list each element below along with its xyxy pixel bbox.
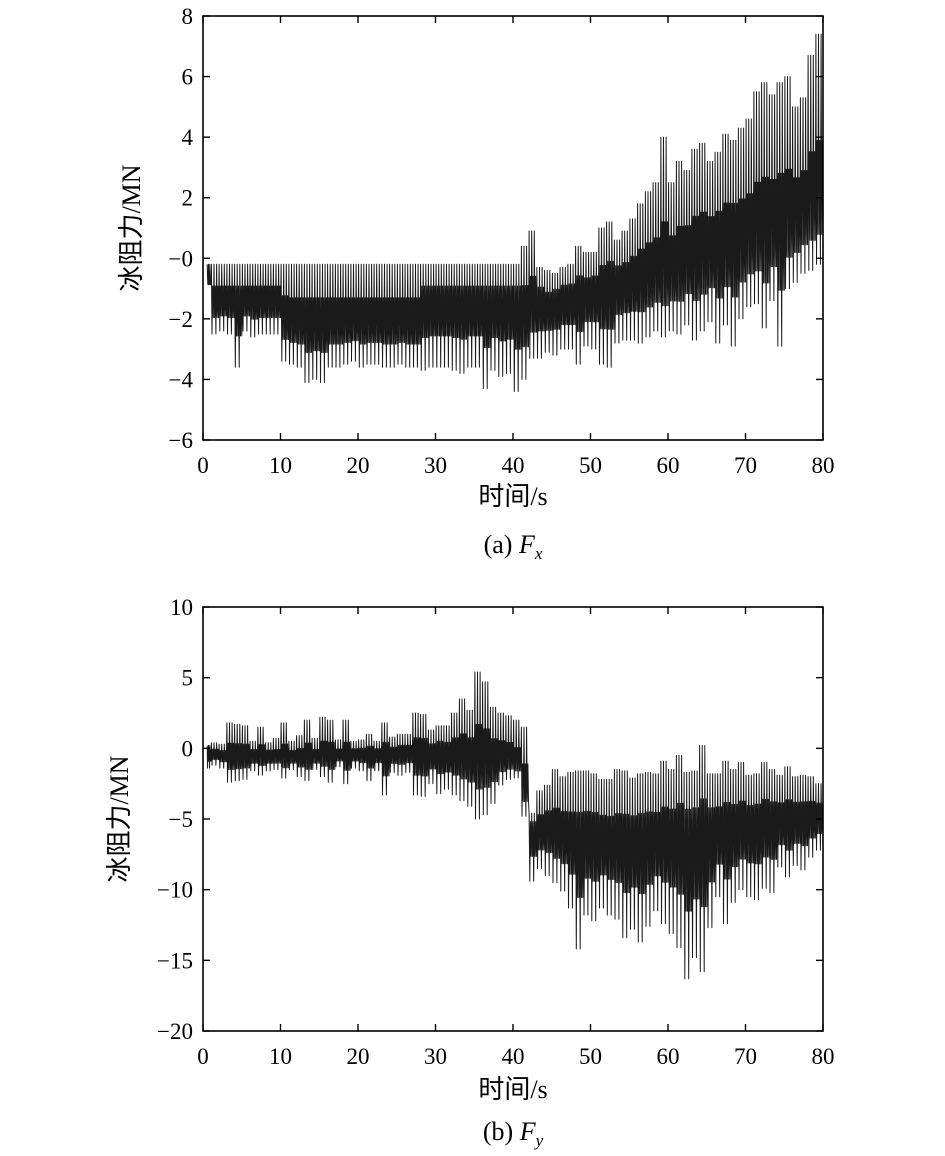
panel-b-x-axis-label: 时间/s <box>478 1075 547 1104</box>
x-tick-label: 60 <box>657 453 680 478</box>
panel-a-caption-sub: x <box>534 544 543 563</box>
y-tick-label: −5 <box>169 807 193 832</box>
panel-a-caption: (a) Fx <box>484 530 543 563</box>
x-tick-label: 30 <box>424 453 447 478</box>
panel-a-series <box>206 33 824 392</box>
force-series-line <box>206 33 824 392</box>
panel-b-caption-sub: y <box>534 1131 544 1150</box>
y-tick-label: 4 <box>182 125 194 150</box>
y-tick-label: −0 <box>169 246 193 271</box>
y-tick-label: −6 <box>169 428 193 453</box>
y-tick-label: 6 <box>182 65 194 90</box>
y-tick-label: 5 <box>182 666 194 691</box>
x-tick-label: 40 <box>502 453 525 478</box>
panel-a-caption-var: F <box>518 530 536 559</box>
x-tick-label: 0 <box>197 453 209 478</box>
y-tick-label: −10 <box>157 878 193 903</box>
y-tick-label: 10 <box>170 595 193 620</box>
x-tick-label: 50 <box>579 453 602 478</box>
force-series-line <box>206 671 824 980</box>
panel-a-caption-prefix: (a) <box>484 530 519 559</box>
panel-b-caption: (b) Fy <box>483 1117 544 1150</box>
panel-b-caption-prefix: (b) <box>483 1117 520 1146</box>
x-tick-label: 70 <box>734 1044 757 1069</box>
panel-a: 0 10 20 30 40 50 60 70 80 8 6 4 2 −0 −2 −4 −6 时间/s 冰阻力/M… <box>117 4 835 563</box>
x-tick-label: 50 <box>579 1044 602 1069</box>
y-tick-label: −4 <box>169 367 194 392</box>
y-tick-label: 0 <box>182 736 194 761</box>
x-tick-label: 10 <box>269 1044 292 1069</box>
y-tick-label: −2 <box>169 307 193 332</box>
x-tick-label: 60 <box>657 1044 680 1069</box>
y-tick-label: −20 <box>157 1019 193 1044</box>
y-tick-label: −15 <box>157 948 193 973</box>
x-tick-label: 10 <box>269 453 292 478</box>
panel-a-ticks: 0 10 20 30 40 50 60 70 80 8 6 4 2 −0 −2 −4 −6 <box>169 4 835 478</box>
x-tick-label: 20 <box>347 1044 370 1069</box>
x-tick-label: 80 <box>812 1044 835 1069</box>
panel-b-caption-var: F <box>519 1117 537 1146</box>
x-tick-label: 40 <box>502 1044 525 1069</box>
x-tick-label: 70 <box>734 453 757 478</box>
panel-b-y-axis-label: 冰阻力/MN <box>105 755 134 882</box>
panel-a-x-axis-label: 时间/s <box>478 482 547 511</box>
x-tick-label: 0 <box>197 1044 209 1069</box>
x-tick-label: 30 <box>424 1044 447 1069</box>
x-tick-label: 20 <box>347 453 370 478</box>
y-tick-label: 2 <box>182 186 194 211</box>
panel-b-series <box>206 671 824 980</box>
x-tick-label: 80 <box>812 453 835 478</box>
y-tick-label: 8 <box>182 4 194 29</box>
panel-a-y-axis-label: 冰阻力/MN <box>117 164 146 291</box>
